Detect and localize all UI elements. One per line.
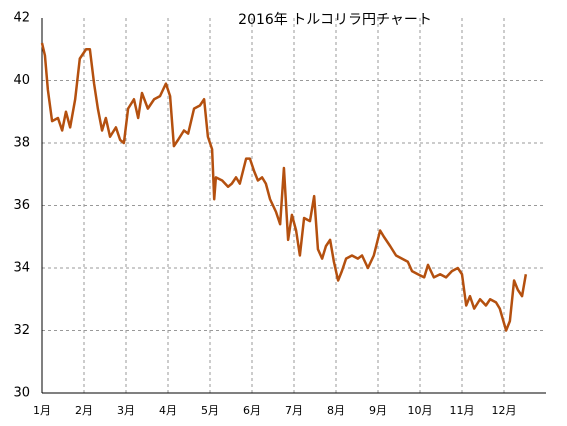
- y-tick-label: 36: [13, 198, 30, 213]
- y-tick-label: 30: [13, 386, 30, 401]
- x-tick-label: 1月: [33, 404, 51, 417]
- y-tick-label: 40: [13, 73, 30, 88]
- y-tick-label: 34: [13, 261, 30, 276]
- y-tick-label: 38: [13, 136, 30, 151]
- y-tick-label: 32: [13, 323, 30, 338]
- x-tick-label: 6月: [243, 404, 261, 417]
- chart-title: 2016年 トルコリラ円チャート: [238, 12, 432, 28]
- x-tick-label: 9月: [369, 404, 387, 417]
- x-tick-label: 3月: [117, 404, 135, 417]
- x-tick-label: 12月: [492, 404, 517, 417]
- price-line: [40, 42, 528, 332]
- x-tick-label: 8月: [327, 404, 345, 417]
- x-tick-label: 2月: [75, 404, 93, 417]
- x-tick-label: 4月: [159, 404, 177, 417]
- y-tick-label: 42: [13, 11, 30, 26]
- x-tick-label: 5月: [201, 404, 219, 417]
- x-tick-label: 7月: [285, 404, 303, 417]
- x-tick-label: 10月: [408, 404, 433, 417]
- x-tick-label: 11月: [450, 404, 475, 417]
